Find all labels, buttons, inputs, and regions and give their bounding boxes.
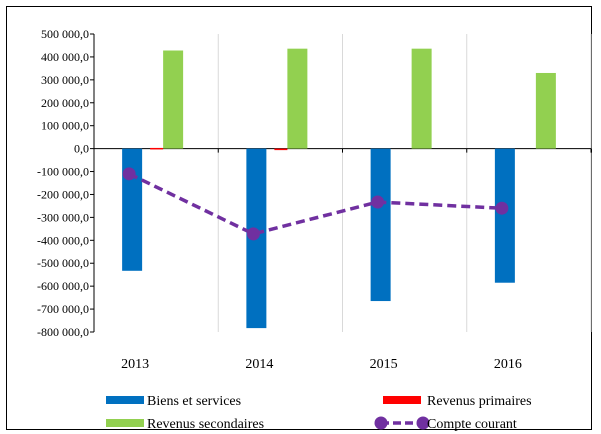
legend-swatch xyxy=(106,396,144,404)
y-tick-label: 0,0 xyxy=(74,142,89,156)
y-tick-label: 300 000,0 xyxy=(41,73,89,87)
y-tick-label: 100 000,0 xyxy=(41,119,89,133)
bar xyxy=(494,148,515,283)
y-tick-label: -200 000,0 xyxy=(37,187,89,201)
x-tick-label: 2014 xyxy=(245,357,273,372)
bar xyxy=(370,148,391,302)
y-tick-label: 200 000,0 xyxy=(41,96,89,110)
series-marker xyxy=(246,227,260,241)
bar xyxy=(150,147,164,150)
chart: 500 000,0 400 000,0 300 000,0 200 000,0 100 … xyxy=(37,27,592,431)
legend-swatch xyxy=(106,419,144,427)
grid-lines xyxy=(217,34,592,332)
legend: Biens et services Revenus primaires Revenu… xyxy=(106,394,532,431)
x-tick-label: 2013 xyxy=(121,357,149,372)
bar xyxy=(274,148,288,151)
legend-marker xyxy=(416,416,430,430)
line-series xyxy=(122,167,509,241)
bar xyxy=(287,48,308,149)
series-marker xyxy=(122,167,136,181)
legend-label: Biens et services xyxy=(147,394,241,409)
bar xyxy=(535,72,556,149)
legend-label: Compte courant xyxy=(427,417,517,431)
series-line xyxy=(128,172,502,236)
series-marker xyxy=(371,195,385,209)
y-tick-label: -400 000,0 xyxy=(37,233,89,247)
y-tick-label: 500 000,0 xyxy=(41,27,89,41)
legend-swatch xyxy=(383,396,421,404)
y-tick-label: -100 000,0 xyxy=(37,165,89,179)
y-tick-label: -800 000,0 xyxy=(37,325,89,339)
legend-label: Revenus primaires xyxy=(427,394,532,409)
legend-label: Revenus secondaires xyxy=(147,417,264,431)
y-tick-label: -300 000,0 xyxy=(37,210,89,224)
y-tick-label: -600 000,0 xyxy=(37,279,89,293)
series-marker xyxy=(495,201,509,215)
legend-marker xyxy=(374,416,388,430)
x-tick-label: 2016 xyxy=(494,357,522,372)
bar xyxy=(163,50,184,149)
y-tick-label: 400 000,0 xyxy=(41,50,89,64)
chart-frame: 500 000,0 400 000,0 300 000,0 200 000,0 100 … xyxy=(6,6,592,431)
bar xyxy=(122,148,143,271)
y-tick-label: -500 000,0 xyxy=(37,256,89,270)
bar xyxy=(411,48,432,149)
x-tick-label: 2015 xyxy=(370,357,398,372)
y-tick-labels: 500 000,0 400 000,0 300 000,0 200 000,0 100 … xyxy=(37,27,89,339)
x-tick-labels: 2013 2014 2015 2016 xyxy=(121,357,522,372)
y-tick-label: -700 000,0 xyxy=(37,302,89,316)
bars xyxy=(122,48,556,329)
